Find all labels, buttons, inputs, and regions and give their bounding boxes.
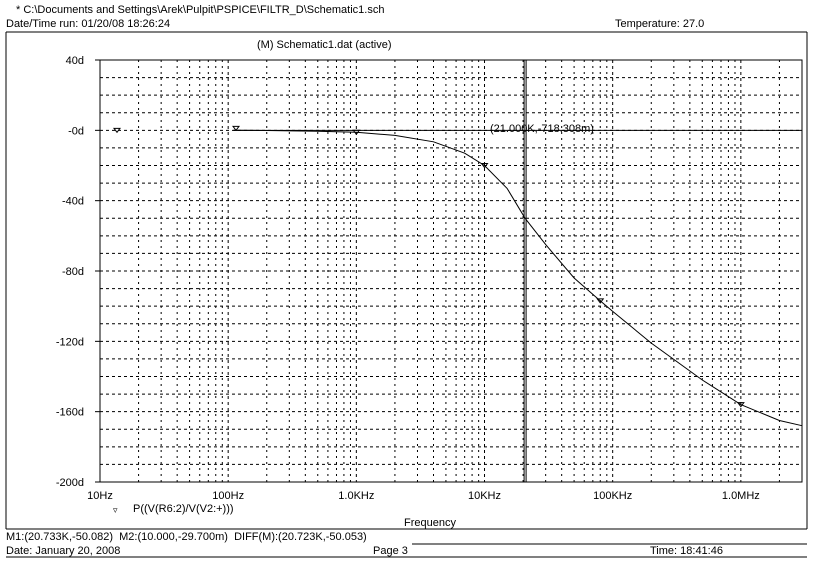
series-line	[233, 129, 803, 427]
file-path: * C:\Documents and Settings\Arek\Pulpit\…	[16, 4, 385, 16]
x-tick-label: 100KHz	[593, 490, 632, 502]
x-axis-label: Frequency	[404, 517, 456, 529]
x-tick-label: 1.0MHz	[722, 490, 760, 502]
markers-readout: M1:(20.733K,-50.082) M2:(10.000,-29.700m…	[6, 531, 367, 543]
x-tick-label: 100Hz	[212, 490, 244, 502]
series-marker	[596, 298, 605, 304]
x-tick-label: 1.0KHz	[338, 490, 374, 502]
y-tick-label: 40d	[66, 55, 84, 67]
x-tick-label: 10KHz	[468, 490, 501, 502]
y-tick-label: -40d	[62, 196, 84, 208]
series-marker	[736, 402, 745, 408]
temperature: Temperature: 27.0	[615, 18, 705, 30]
grid	[100, 60, 802, 482]
footer-time: Time: 18:41:46	[650, 545, 723, 557]
footer-date: Date: January 20, 2008	[6, 545, 121, 557]
series-marker	[113, 127, 121, 134]
axes	[5, 31, 808, 558]
series-marker	[232, 125, 240, 132]
y-tick-label: -0d	[68, 125, 84, 137]
chart-title: (M) Schematic1.dat (active)	[257, 39, 392, 51]
series-marker	[352, 129, 361, 136]
legend-series-name: P((V(R6:2)/V(V2:+)))	[133, 503, 234, 515]
y-tick-label: -160d	[56, 407, 84, 419]
x-tick-label: 10Hz	[87, 490, 113, 502]
legend-marker-icon: ▿	[113, 505, 118, 515]
series-marker	[480, 163, 489, 169]
y-tick-label: -200d	[56, 477, 84, 489]
run-datetime: Date/Time run: 01/20/08 18:26:24	[6, 18, 171, 30]
series-layer	[113, 60, 803, 482]
y-tick-label: -80d	[62, 266, 84, 278]
footer-page: Page 3	[373, 545, 408, 557]
cursor-label: (21.000K,-718.308m)	[490, 123, 594, 135]
y-tick-label: -120d	[56, 336, 84, 348]
